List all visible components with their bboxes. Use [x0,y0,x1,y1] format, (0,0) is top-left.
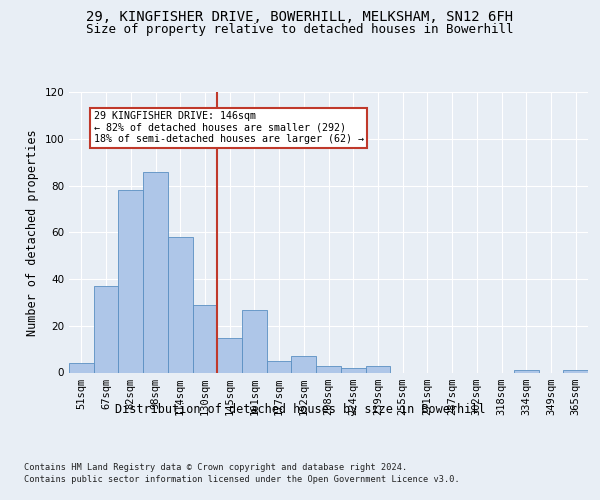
Bar [563,370,588,372]
Text: Contains public sector information licensed under the Open Government Licence v3: Contains public sector information licen… [24,475,460,484]
Y-axis label: Number of detached properties: Number of detached properties [26,129,39,336]
Bar [316,366,341,372]
Bar [242,310,267,372]
Bar [69,363,94,372]
Text: Size of property relative to detached houses in Bowerhill: Size of property relative to detached ho… [86,22,514,36]
Bar [143,172,168,372]
Bar [341,368,365,372]
Text: Distribution of detached houses by size in Bowerhill: Distribution of detached houses by size … [115,402,485,415]
Text: Contains HM Land Registry data © Crown copyright and database right 2024.: Contains HM Land Registry data © Crown c… [24,462,407,471]
Bar [267,361,292,372]
Text: 29, KINGFISHER DRIVE, BOWERHILL, MELKSHAM, SN12 6FH: 29, KINGFISHER DRIVE, BOWERHILL, MELKSHA… [86,10,514,24]
Bar [168,237,193,372]
Bar [365,366,390,372]
Bar [292,356,316,372]
Bar [217,338,242,372]
Bar [193,305,217,372]
Text: 29 KINGFISHER DRIVE: 146sqm
← 82% of detached houses are smaller (292)
18% of se: 29 KINGFISHER DRIVE: 146sqm ← 82% of det… [94,111,364,144]
Bar [94,286,118,372]
Bar [514,370,539,372]
Bar [118,190,143,372]
